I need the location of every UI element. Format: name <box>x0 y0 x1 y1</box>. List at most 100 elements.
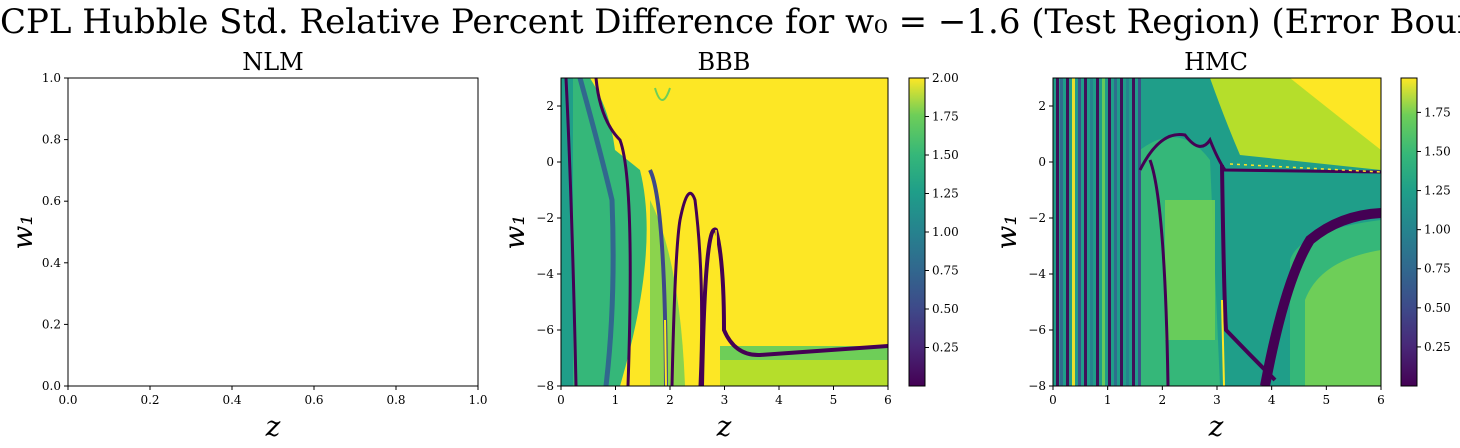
hmc-xtick-label: 1 <box>1104 393 1112 407</box>
bbb-xtick-label: 6 <box>884 393 892 407</box>
bbb-x-ticks: 0 1 2 3 4 5 6 <box>557 386 892 407</box>
hmc-xtick-label: 4 <box>1268 393 1276 407</box>
hmc-ytick-label: −2 <box>1028 211 1046 225</box>
panel-bbb: BBB 0 1 2 3 4 5 6 −8 −6 −4 −2 0 2 z w₁ 0.25 0.50 0.75… <box>498 48 959 443</box>
nlm-xtick-label: 1.0 <box>468 393 487 407</box>
hmc-x-ticks: 0 1 2 3 4 5 6 <box>1049 386 1385 407</box>
hmc-stripe <box>1072 78 1075 386</box>
bbb-colorbar <box>908 77 926 387</box>
bbb-ytick-label: −2 <box>536 211 554 225</box>
bbb-cbar-tick-label: 0.75 <box>932 264 959 278</box>
bbb-heatmap <box>561 78 888 386</box>
bbb-curve-8 <box>654 87 671 101</box>
bbb-curve-7 <box>700 227 888 386</box>
bbb-xtick-label: 2 <box>666 393 674 407</box>
bbb-ytick-label: 2 <box>546 99 554 113</box>
hmc-stripe <box>1114 78 1117 386</box>
hmc-stripe <box>1066 78 1069 386</box>
hmc-ylabel: w₁ <box>990 214 1023 249</box>
hmc-colorbar <box>1400 77 1418 387</box>
hmc-curve-d <box>1221 299 1225 386</box>
hmc-ytick-label: −6 <box>1028 323 1046 337</box>
nlm-x-ticks: 0.0 0.2 0.4 0.6 0.8 1.0 <box>58 386 488 407</box>
nlm-ytick-label: 1.0 <box>42 71 61 85</box>
hmc-xtick-label: 3 <box>1213 393 1221 407</box>
bbb-cbar-tick-label: 0.25 <box>932 341 959 355</box>
bbb-cbar-tick-label: 1.75 <box>932 110 959 124</box>
hmc-curve-a <box>1148 159 1170 386</box>
bbb-region-mid <box>650 200 685 386</box>
bbb-xtick-label: 3 <box>721 393 729 407</box>
bbb-xtick-label: 0 <box>557 393 565 407</box>
nlm-axes <box>67 77 479 387</box>
hmc-cbar-tick-label: 0.75 <box>1424 262 1451 276</box>
hmc-stripe <box>1108 78 1111 386</box>
hmc-stripes <box>1056 78 1141 386</box>
bbb-region-left <box>561 78 647 386</box>
figure-title: CPL Hubble Std. Relative Percent Differe… <box>0 2 1460 42</box>
hmc-title: HMC <box>1184 48 1248 76</box>
hmc-xlabel: z <box>1208 410 1224 443</box>
bbb-curve-3 <box>594 78 632 386</box>
bbb-ylabel: w₁ <box>498 214 531 249</box>
nlm-xtick-label: 0.0 <box>58 393 77 407</box>
bbb-cbar-tick-label: 1.25 <box>932 187 959 201</box>
bbb-xtick-label: 4 <box>775 393 783 407</box>
hmc-stripe <box>1126 78 1129 386</box>
hmc-curve-c <box>1260 208 1381 386</box>
bbb-region-bottom-inner <box>720 360 888 386</box>
hmc-stripe <box>1060 78 1063 386</box>
nlm-ytick-label: 0.2 <box>42 317 61 331</box>
hmc-xtick-label: 2 <box>1159 393 1167 407</box>
bbb-curve-9 <box>715 229 719 331</box>
hmc-stripe <box>1102 78 1105 386</box>
hmc-curve-top-highlight <box>1229 163 1381 173</box>
hmc-stripe <box>1096 78 1099 386</box>
bbb-cbar-tick-label: 1.00 <box>932 225 959 239</box>
hmc-curve-top <box>1138 132 1381 174</box>
hmc-colorbar-ticks: 0.25 0.50 0.75 1.00 1.25 1.50 1.75 <box>1417 105 1451 354</box>
hmc-stripe <box>1132 78 1135 386</box>
hmc-curve-b <box>1220 164 1277 382</box>
bbb-curve-4 <box>615 89 651 166</box>
hmc-ytick-label: −4 <box>1028 267 1046 281</box>
hmc-stripe <box>1056 78 1059 386</box>
hmc-stripe <box>1090 78 1093 386</box>
hmc-stripe <box>1138 78 1141 386</box>
hmc-cbar-tick-label: 0.50 <box>1424 301 1451 315</box>
hmc-y-ticks: −8 −6 −4 −2 0 2 <box>1028 99 1053 393</box>
nlm-ytick-label: 0.0 <box>42 379 61 393</box>
hmc-stripe <box>1078 78 1081 386</box>
bbb-xtick-label: 1 <box>612 393 620 407</box>
bbb-curve-2 <box>577 78 616 386</box>
bbb-colorbar-ticks: 0.25 0.50 0.75 1.00 1.25 1.50 1.75 2.00 <box>925 71 959 355</box>
bbb-y-ticks: −8 −6 −4 −2 0 2 <box>536 99 561 393</box>
nlm-ylabel: w₁ <box>6 214 39 249</box>
bbb-curve-1 <box>564 78 578 386</box>
hmc-stripe <box>1084 78 1087 386</box>
bbb-xtick-label: 5 <box>830 393 838 407</box>
panel-nlm: NLM 0.0 0.2 0.4 0.6 0.8 1.0 0.0 0.2 0.4 0.6 0.8 1.… <box>6 48 488 443</box>
bbb-cbar-tick-label: 2.00 <box>932 71 959 85</box>
panel-hmc: HMC 0 1 2 3 4 5 6 −8 −6 −4 −2 0 2 z w₁ 0.25 0.50 0.75… <box>990 48 1451 443</box>
hmc-cbar-tick-label: 1.25 <box>1424 184 1451 198</box>
nlm-xtick-label: 0.6 <box>304 393 323 407</box>
bbb-ytick-label: −8 <box>536 379 554 393</box>
hmc-region-upper-bright <box>1290 78 1381 150</box>
bbb-title: BBB <box>698 48 751 76</box>
hmc-xtick-label: 6 <box>1377 393 1385 407</box>
nlm-xtick-label: 0.2 <box>140 393 159 407</box>
nlm-xtick-label: 0.8 <box>386 393 405 407</box>
nlm-y-ticks: 0.0 0.2 0.4 0.6 0.8 1.0 <box>42 71 68 393</box>
bbb-curve-10 <box>664 319 667 386</box>
hmc-xtick-label: 5 <box>1323 393 1331 407</box>
nlm-ytick-label: 0.6 <box>42 194 61 208</box>
hmc-ytick-label: 0 <box>1038 155 1046 169</box>
hmc-cbar-tick-label: 0.25 <box>1424 340 1451 354</box>
hmc-region-mid-bright <box>1165 200 1215 340</box>
hmc-xtick-label: 0 <box>1049 393 1057 407</box>
hmc-cbar-tick-label: 1.50 <box>1424 144 1451 158</box>
nlm-title: NLM <box>242 48 304 76</box>
bbb-curve-6 <box>670 191 704 386</box>
